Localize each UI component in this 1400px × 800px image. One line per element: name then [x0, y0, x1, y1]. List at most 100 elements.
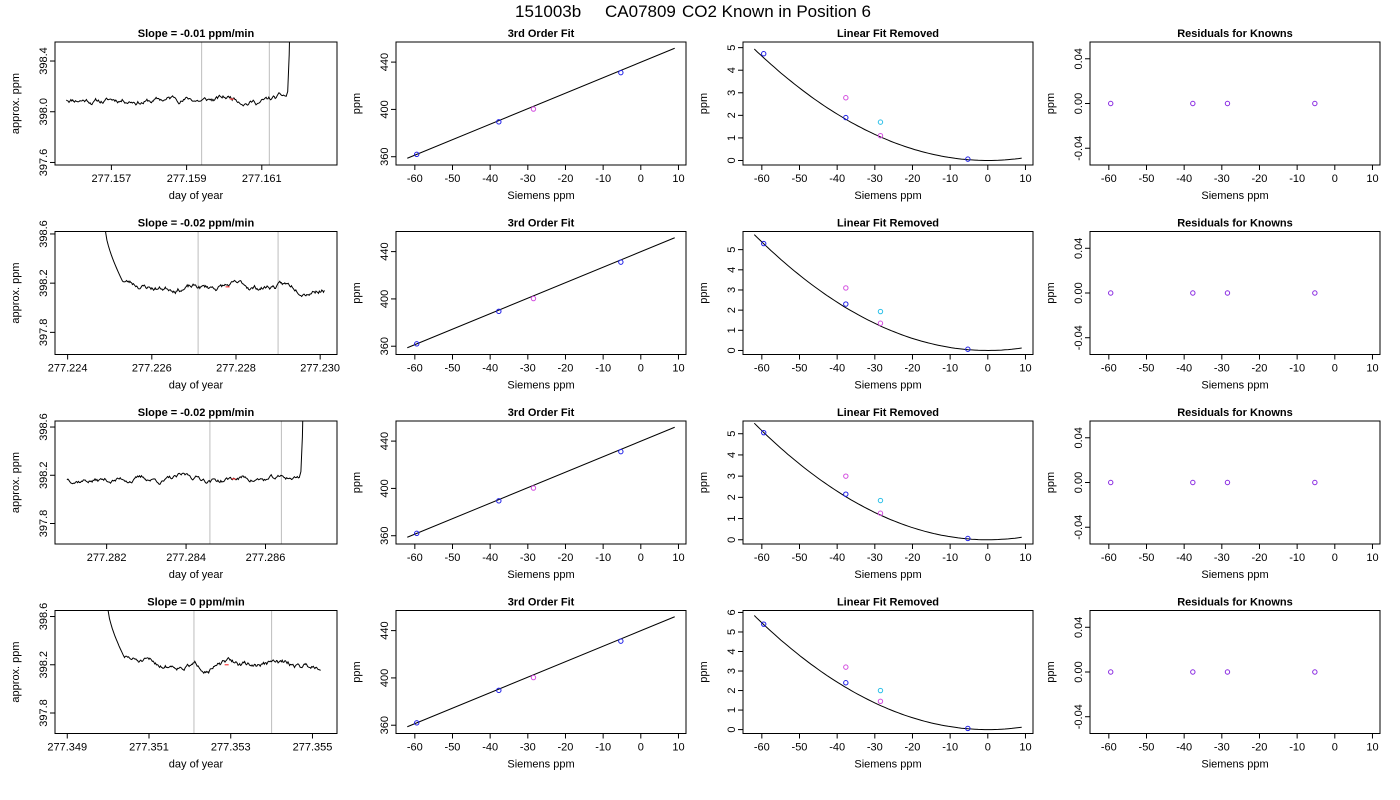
data-point	[1224, 290, 1231, 296]
y-axis-label: ppm	[698, 661, 710, 682]
x-tick-label: 0	[638, 742, 644, 754]
data-point	[843, 680, 849, 686]
x-axis-label: Siemens ppm	[507, 759, 574, 771]
x-tick-label: -60	[754, 552, 770, 564]
x-tick-label: 0	[1332, 363, 1338, 375]
data-point	[414, 530, 420, 537]
data-point	[1224, 669, 1231, 675]
panel-grid: Slope = -0.01 ppm/min 277.157 277.159 277.1…	[10, 28, 1381, 771]
panel-linear_removed-row-2: Linear Fit Removed -60 -50 -40 -30 -20 -10 0 10 0…	[698, 218, 1034, 392]
y-tick-label: 398.2	[38, 651, 50, 679]
x-tick-label: -10	[942, 552, 958, 564]
data-point	[496, 119, 502, 125]
x-tick-label: -20	[558, 173, 574, 185]
y-tick-label: 6	[726, 609, 738, 615]
plot-frame	[395, 610, 687, 734]
x-tick-label: 0	[1332, 552, 1338, 564]
y-tick-label: 398.6	[38, 220, 50, 248]
y-tick-label: 398.2	[38, 461, 50, 489]
x-tick-label: -10	[942, 363, 958, 375]
data-point	[618, 638, 624, 644]
x-tick-label: -20	[1252, 363, 1268, 375]
x-tick-label: 277.230	[300, 363, 340, 375]
panel-title: Linear Fit Removed	[837, 28, 939, 40]
x-tick-label: 10	[1019, 363, 1031, 375]
panel-linear_removed-row-1: Linear Fit Removed -60 -50 -40 -30 -20 -10 0 10 0…	[698, 28, 1034, 202]
x-tick-label: -20	[905, 173, 921, 185]
x-tick-label: 10	[1366, 742, 1378, 754]
plot-area	[407, 616, 675, 728]
y-tick-label: 3	[726, 90, 738, 96]
x-tick-label: -30	[1214, 363, 1230, 375]
x-axis-label: day of year	[169, 380, 224, 392]
y-tick-label: 0	[726, 537, 738, 543]
x-axis-label: day of year	[169, 190, 224, 202]
x-tick-label: -60	[754, 742, 770, 754]
y-tick-label: 0.00	[1073, 93, 1085, 114]
plot-area	[1108, 100, 1318, 107]
x-tick-label: 10	[1366, 173, 1378, 185]
x-tick-label: -60	[754, 363, 770, 375]
x-tick-label: -20	[558, 552, 574, 564]
x-tick-label: 277.286	[246, 552, 286, 564]
data-point	[1190, 290, 1196, 296]
x-tick-label: -40	[1176, 173, 1192, 185]
plot-area	[753, 234, 1022, 352]
plot-area	[407, 237, 675, 349]
panel-title: Linear Fit Removed	[837, 407, 939, 419]
y-tick-label: 0.04	[1073, 238, 1085, 259]
x-tick-label: 277.353	[211, 742, 251, 754]
data-point	[877, 497, 884, 504]
x-tick-label: -50	[792, 363, 808, 375]
concentration-trace	[66, 421, 304, 485]
x-tick-label: 277.157	[92, 173, 132, 185]
y-axis-label: approx. ppm	[10, 641, 22, 702]
data-point	[1190, 669, 1196, 675]
x-tick-label: 277.228	[216, 363, 256, 375]
x-tick-label: -10	[595, 742, 611, 754]
panel-title: Residuals for Knowns	[1177, 407, 1293, 419]
data-point	[843, 473, 849, 479]
y-tick-label: 0	[726, 347, 738, 353]
fit-line	[407, 237, 675, 349]
x-tick-label: -50	[792, 173, 808, 185]
plot-frame	[54, 420, 338, 545]
x-tick-label: -40	[482, 363, 498, 375]
x-tick-label: -40	[1176, 742, 1192, 754]
x-tick-label: -20	[1252, 173, 1268, 185]
data-point	[877, 510, 884, 516]
x-tick-label: 277.349	[47, 742, 87, 754]
panel-title: Residuals for Knowns	[1177, 28, 1293, 40]
y-tick-label: 3	[726, 473, 738, 479]
data-point	[414, 151, 420, 158]
y-tick-label: 2	[726, 687, 738, 693]
plot-frame	[54, 41, 338, 166]
x-tick-label: 0	[1332, 173, 1338, 185]
data-point	[618, 448, 624, 455]
panel-title: Slope = 0 ppm/min	[147, 597, 245, 609]
x-tick-label: 277.284	[166, 552, 206, 564]
y-tick-label: 0.04	[1073, 427, 1085, 448]
y-tick-label: 440	[379, 432, 391, 450]
data-point	[843, 114, 849, 121]
x-tick-label: -20	[905, 363, 921, 375]
data-point	[1108, 669, 1114, 675]
y-tick-label: 4	[726, 267, 738, 273]
plot-frame	[1089, 41, 1381, 166]
y-tick-label: 0.04	[1073, 48, 1085, 69]
data-point	[965, 156, 971, 162]
panel-fit-row-1: 3rd Order Fit -60 -50 -40 -30 -20 -10 0 10 360 400…	[351, 28, 687, 202]
y-tick-label: 1	[726, 515, 738, 521]
x-tick-label: -40	[829, 363, 845, 375]
page-title-tank-id: CA07809	[605, 2, 676, 21]
x-tick-label: -30	[867, 173, 883, 185]
y-tick-label: 0.00	[1073, 661, 1085, 682]
y-tick-label: 1	[726, 135, 738, 141]
x-tick-label: 0	[638, 552, 644, 564]
data-point	[496, 687, 502, 694]
x-tick-label: 10	[672, 552, 684, 564]
data-point	[530, 106, 537, 112]
x-tick-label: -60	[407, 363, 423, 375]
x-tick-label: -30	[520, 552, 536, 564]
data-point	[530, 485, 537, 491]
